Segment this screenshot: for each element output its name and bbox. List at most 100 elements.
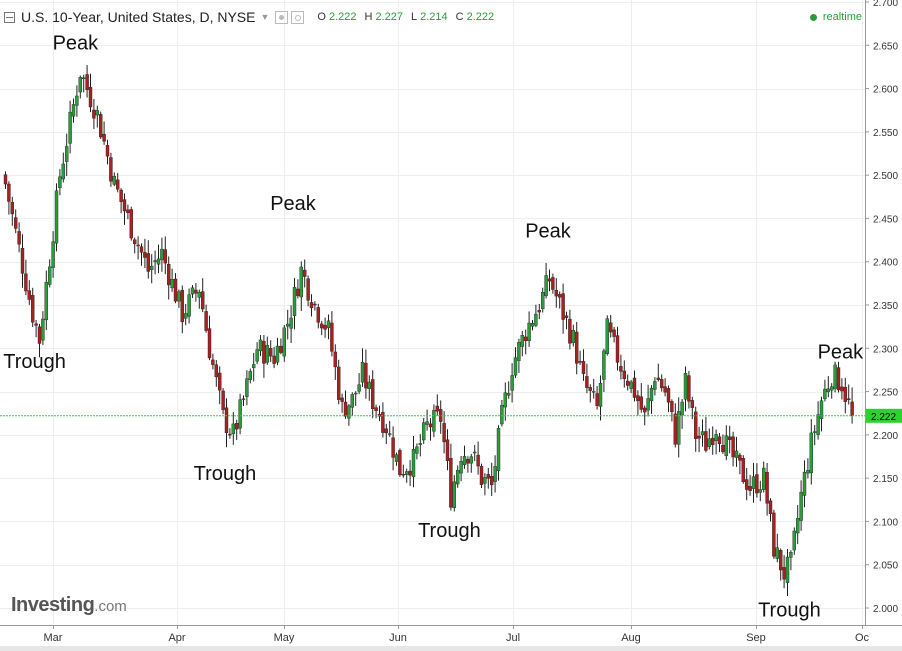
candle-body-down <box>85 74 89 90</box>
candle <box>612 326 616 343</box>
candle <box>367 375 371 401</box>
candle <box>316 303 320 329</box>
candle-body-down <box>377 414 382 417</box>
candle <box>81 74 86 93</box>
candle-body-down <box>755 474 759 494</box>
candle-body-down <box>3 174 8 185</box>
candle-body-up <box>469 456 473 464</box>
candle-body-down <box>313 303 317 306</box>
candle-body-down <box>381 411 385 433</box>
candle <box>139 243 144 266</box>
candle-body-up <box>809 432 813 474</box>
candle-body-up <box>629 381 633 389</box>
candle <box>143 238 147 269</box>
candle-body-down <box>619 366 623 372</box>
candle-body-down <box>333 351 337 368</box>
candle <box>707 428 711 450</box>
candle <box>738 452 742 475</box>
candle-body-down <box>10 202 15 215</box>
candle-body-up <box>248 371 253 380</box>
candle-body-down <box>435 405 439 412</box>
scroll-strip[interactable] <box>0 646 902 651</box>
candle <box>357 373 361 395</box>
candle-body-down <box>204 311 208 331</box>
candle <box>615 326 620 371</box>
candle <box>561 283 565 334</box>
candle-body-up <box>231 423 236 435</box>
price-tick-label: 2.050 <box>873 561 898 572</box>
visibility-icon[interactable] <box>275 10 289 24</box>
candle <box>234 419 239 441</box>
candle-body-up <box>289 317 293 329</box>
candle-body-up <box>677 411 681 445</box>
collapse-icon[interactable] <box>4 11 15 23</box>
candle-body-down <box>13 217 18 229</box>
candle <box>405 468 409 483</box>
candle <box>575 321 579 375</box>
candle-body-down <box>194 289 198 294</box>
candle <box>765 462 769 516</box>
candle-body-up <box>799 491 803 521</box>
candle-body-up <box>507 393 511 396</box>
candle <box>58 169 62 196</box>
candle <box>639 383 643 413</box>
candle-body-up <box>598 383 603 407</box>
candle <box>592 378 596 399</box>
candle <box>717 432 722 453</box>
candle-body-up <box>500 404 504 425</box>
candle-body-up <box>326 320 331 329</box>
candle <box>391 426 395 471</box>
candle-body-down <box>578 361 582 363</box>
candle <box>605 315 609 356</box>
candle <box>384 423 388 445</box>
candle-body-up <box>299 266 303 298</box>
candle-body-down <box>595 393 599 406</box>
chart-header: U.S. 10-Year, United States, D, NYSE ▼ O… <box>4 7 502 27</box>
price-tick-label: 2.500 <box>873 171 898 182</box>
candle <box>490 462 494 496</box>
candle <box>656 363 660 382</box>
candle <box>755 463 759 498</box>
candle-body-down <box>234 423 239 430</box>
candle <box>731 431 735 467</box>
candle-body-down <box>27 290 31 300</box>
candle-body-down <box>364 362 368 389</box>
candle-body-up <box>520 335 524 347</box>
candle <box>95 105 100 128</box>
candle <box>762 461 766 493</box>
candle-body-up <box>510 375 514 391</box>
candle <box>98 111 103 140</box>
candle <box>10 196 15 226</box>
candle <box>149 254 154 284</box>
candle <box>459 455 463 482</box>
candle-body-down <box>408 470 412 476</box>
candle <box>571 324 575 347</box>
candle-body-down <box>704 431 708 451</box>
candle <box>836 361 841 393</box>
candle-body-up <box>51 241 55 268</box>
settings-icon[interactable] <box>291 10 305 24</box>
candle <box>432 404 436 438</box>
candle <box>160 237 164 272</box>
candle-body-down <box>374 407 378 411</box>
candle <box>289 305 293 344</box>
chevron-down-icon[interactable]: ▼ <box>260 12 270 22</box>
time-tick-label: Jun <box>389 632 407 644</box>
candle-body-down <box>37 326 42 344</box>
candle-body-down <box>180 290 185 323</box>
candle <box>598 375 603 421</box>
candle-body-down <box>782 567 786 580</box>
candle-body-up <box>95 110 100 116</box>
candle <box>418 434 422 457</box>
candle <box>286 309 290 340</box>
candle-body-down <box>136 244 140 247</box>
candle-body-down <box>656 377 660 380</box>
candle <box>394 452 399 466</box>
candle-body-up <box>816 414 820 435</box>
candle <box>473 445 477 461</box>
candle-body-down <box>663 386 667 393</box>
candle-body-down <box>105 144 110 157</box>
candle-body-down <box>384 428 388 434</box>
candle <box>71 98 76 123</box>
